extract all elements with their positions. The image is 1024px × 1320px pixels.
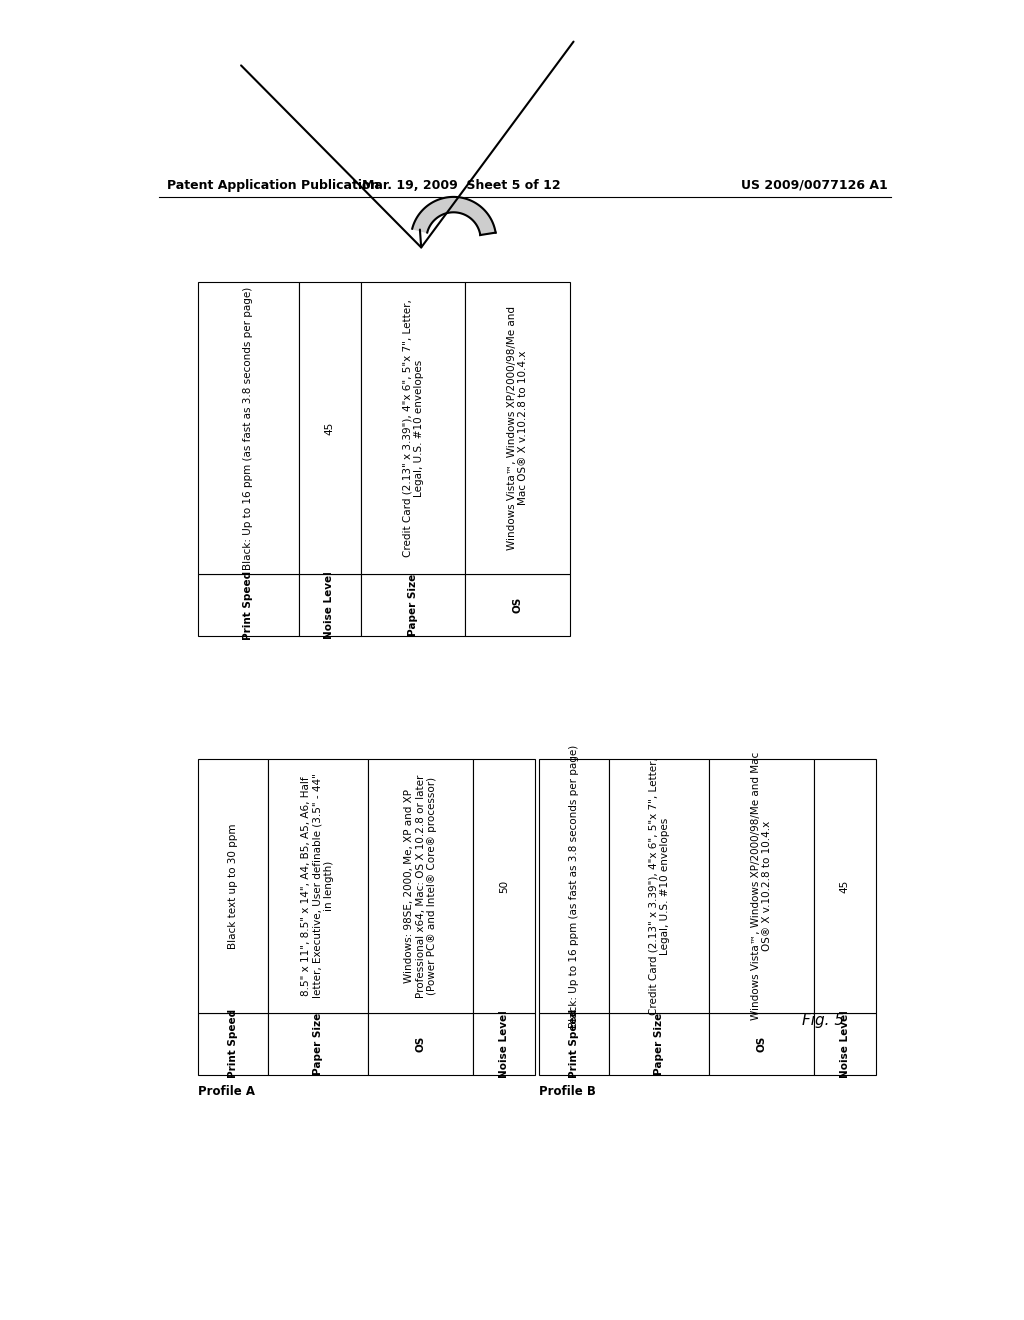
Text: Profile B: Profile B [539, 1085, 596, 1098]
Text: Print Speed: Print Speed [568, 1010, 579, 1078]
Bar [198, 1014, 267, 1074]
Text: Fig. 5: Fig. 5 [802, 1014, 845, 1028]
Bar [299, 574, 360, 636]
Text: Paper Size: Paper Size [654, 1012, 664, 1074]
Text: 8.5" x 11", 8.5" x 14", A4, B5, A5, A6, Half
letter, Executive, User definable (: 8.5" x 11", 8.5" x 14", A4, B5, A5, A6, … [301, 774, 335, 998]
Text: Paper Size: Paper Size [408, 574, 418, 636]
Bar [198, 574, 299, 636]
Bar [267, 759, 369, 1014]
Bar [473, 1014, 535, 1074]
Bar [710, 1014, 814, 1074]
Bar [369, 759, 473, 1014]
Bar [360, 574, 465, 636]
Text: Noise Level: Noise Level [840, 1010, 850, 1077]
Text: Black: Up to 16 ppm (as fast as 3.8 seconds per page): Black: Up to 16 ppm (as fast as 3.8 seco… [568, 744, 579, 1028]
Bar [814, 759, 876, 1014]
Bar [360, 281, 465, 574]
Text: Black: Up to 16 ppm (as fast as 3.8 seconds per page): Black: Up to 16 ppm (as fast as 3.8 seco… [243, 286, 253, 569]
Bar [198, 759, 267, 1014]
Text: Windows: 98SE, 2000, Me, XP and XP
Professional x64, Mac: OS X 10.2.8 or later
(: Windows: 98SE, 2000, Me, XP and XP Profe… [403, 775, 437, 998]
Text: Mar. 19, 2009  Sheet 5 of 12: Mar. 19, 2009 Sheet 5 of 12 [361, 178, 560, 191]
Text: Noise Level: Noise Level [499, 1010, 509, 1077]
Text: OS: OS [416, 1036, 426, 1052]
Bar [608, 759, 710, 1014]
Text: 45: 45 [840, 879, 850, 892]
Text: OS: OS [512, 597, 522, 612]
Text: Patent Application Publication: Patent Application Publication [167, 178, 379, 191]
Bar [465, 574, 569, 636]
Text: Black text up to 30 ppm: Black text up to 30 ppm [227, 824, 238, 949]
Text: 45: 45 [325, 421, 335, 434]
Bar [267, 1014, 369, 1074]
Bar [198, 281, 299, 574]
Text: Profile A: Profile A [198, 1085, 255, 1098]
Bar [710, 759, 814, 1014]
Text: Paper Size: Paper Size [313, 1012, 323, 1074]
Text: Windows Vista™, Windows XP/2000/98/Me and
Mac OS® X v.10.2.8 to 10.4.x: Windows Vista™, Windows XP/2000/98/Me an… [507, 306, 528, 550]
Text: OS: OS [757, 1036, 767, 1052]
Bar [608, 1014, 710, 1074]
Bar [539, 759, 608, 1014]
Text: Windows Vista™, Windows XP/2000/98/Me and Mac
OS® X v.10.2.8 to 10.4.x: Windows Vista™, Windows XP/2000/98/Me an… [751, 752, 772, 1020]
Text: Print Speed: Print Speed [243, 570, 253, 640]
Text: Noise Level: Noise Level [325, 572, 335, 639]
Text: Credit Card (2.13" x 3.39"), 4"x 6", 5"x 7", Letter,
Legal, U.S. #10 envelopes: Credit Card (2.13" x 3.39"), 4"x 6", 5"x… [402, 298, 424, 557]
Bar [369, 1014, 473, 1074]
Bar [299, 281, 360, 574]
Text: US 2009/0077126 A1: US 2009/0077126 A1 [740, 178, 888, 191]
Bar [539, 1014, 608, 1074]
Text: Credit Card (2.13" x 3.39"), 4"x 6", 5"x 7", Letter,
Legal, U.S. #10 envelopes: Credit Card (2.13" x 3.39"), 4"x 6", 5"x… [648, 758, 670, 1015]
Bar [473, 759, 535, 1014]
Polygon shape [413, 197, 496, 235]
Text: Print Speed: Print Speed [227, 1010, 238, 1078]
Bar [465, 281, 569, 574]
Text: 50: 50 [499, 879, 509, 892]
Bar [814, 1014, 876, 1074]
